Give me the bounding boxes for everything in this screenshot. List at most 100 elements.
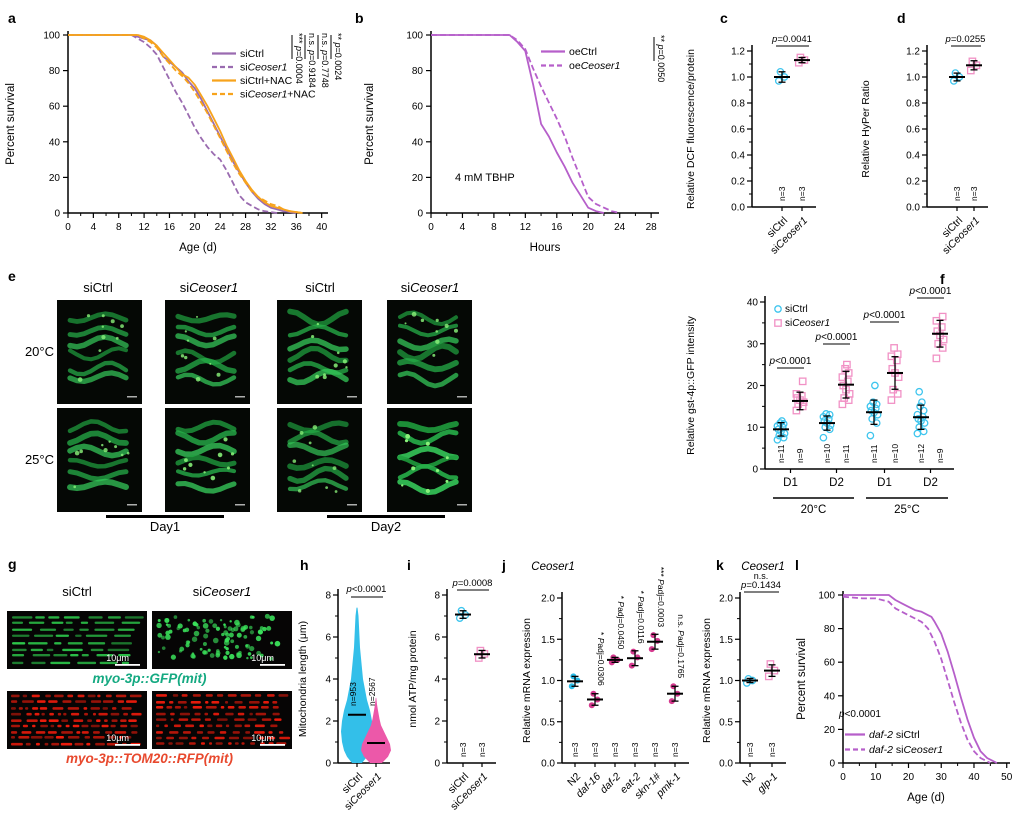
y-tick-label: 1.0 <box>719 676 733 687</box>
p-value: ** p=0.0050 <box>656 35 666 82</box>
mito-tubule <box>70 712 80 716</box>
y-tick-label: 0.2 <box>731 177 745 188</box>
fluorescence-spot <box>184 458 188 463</box>
data-point <box>938 344 947 352</box>
fluorescence-spot <box>212 336 217 341</box>
mito-fragment <box>259 626 264 630</box>
worm-body <box>397 370 459 389</box>
mito-tubule <box>67 694 74 698</box>
fluorescence-spot <box>98 349 102 353</box>
mito-tubule <box>48 700 58 703</box>
micrograph-e-r2c4 <box>387 408 472 512</box>
mito-fragment <box>223 623 226 626</box>
mito-tubule <box>102 700 114 703</box>
mito-tubule <box>39 707 48 710</box>
fluorescence-spot <box>182 467 187 471</box>
data-point <box>915 387 924 396</box>
mito-tubule <box>156 731 163 734</box>
pair-label: D2 <box>829 477 844 489</box>
mito-tubule <box>124 616 144 619</box>
worm-body <box>67 430 129 446</box>
mito-tubule <box>126 700 137 703</box>
data-point <box>893 390 902 398</box>
mito-tubule <box>30 736 43 739</box>
row-label-25c: 25°C <box>24 452 54 467</box>
scale-bar-label: 10μm <box>251 733 274 743</box>
mito-tubule <box>108 736 115 739</box>
mito-tubule <box>215 724 223 728</box>
mito-tubule <box>86 742 91 746</box>
row-label-20c: 20°C <box>24 344 54 359</box>
mito-tubule <box>173 724 181 728</box>
legend-label: siCtrl+NAC <box>240 75 293 87</box>
panel-i-scatter-plot: i02468n=3siCtrln=3siCeoser1p=0.0008nmol … <box>407 557 496 813</box>
mito-tubule <box>75 700 87 703</box>
y-tick-label: 0.0 <box>906 203 920 214</box>
y-axis-label: Percent survival <box>5 83 17 165</box>
legend-label: siCeoser1 <box>785 318 830 329</box>
y-axis-label: nmol ATP/mg protein <box>407 630 419 727</box>
p-stars: n.s. <box>754 571 769 581</box>
mito-tubule <box>31 661 46 665</box>
mito-tubule <box>227 706 235 709</box>
mito-tubule <box>234 742 239 745</box>
fluorescence-spot <box>223 437 228 442</box>
p-value: *** p=0.0004 <box>294 33 304 84</box>
x-tick-label: 8 <box>491 222 497 233</box>
mito-tubule <box>242 736 253 740</box>
mito-tubule <box>57 712 62 716</box>
mito-tubule <box>99 661 118 665</box>
mito-tubule <box>107 616 121 619</box>
fluorescence-spot <box>411 311 417 317</box>
mito-fragment <box>164 617 170 623</box>
mito-fragment <box>249 630 255 635</box>
p-value: n.s. p=0.9184 <box>307 33 317 88</box>
mito-tubule <box>104 719 108 722</box>
mito-tubule <box>39 719 47 722</box>
mito-tubule <box>245 731 251 734</box>
fluorescence-spot <box>311 464 314 467</box>
fluorescence-spot <box>120 324 124 329</box>
mito-tubule <box>178 718 189 721</box>
mito-fragment <box>266 626 272 631</box>
y-tick-label: 8 <box>325 591 331 602</box>
mito-tubule <box>63 616 80 619</box>
mito-tubule <box>18 707 23 710</box>
y-tick-label: 80 <box>49 66 61 77</box>
caption-gfp-mit: myo-3p::GFP(mit) <box>92 671 207 686</box>
p-value: *** Padj=0.0003 <box>656 567 666 628</box>
y-tick-label: 10 <box>747 423 759 434</box>
mito-tubule <box>26 712 32 716</box>
mito-tubule <box>81 654 89 657</box>
scale-bar <box>347 396 357 398</box>
mito-tubule <box>72 724 80 728</box>
worm-body <box>287 429 349 446</box>
data-point <box>774 319 782 327</box>
p-value: p=0.0255 <box>945 34 986 45</box>
x-tick-label: 30 <box>936 772 948 783</box>
mito-tubule <box>129 694 142 698</box>
mito-tubule <box>202 736 210 740</box>
worm-body <box>67 360 129 377</box>
mito-fragment <box>245 643 251 649</box>
data-point <box>843 360 851 369</box>
data-point <box>841 364 849 373</box>
scale-bar <box>260 744 285 746</box>
data-point <box>819 433 828 442</box>
mito-tubule <box>11 712 22 716</box>
mito-tubule <box>12 628 33 631</box>
mito-tubule <box>63 712 67 716</box>
mito-tubule <box>119 736 123 739</box>
mito-tubule <box>279 736 291 740</box>
y-tick-label: 0.0 <box>541 759 555 770</box>
mito-tubule <box>67 736 80 739</box>
legend-label: siCtrl <box>785 304 808 315</box>
mito-tubule <box>156 724 160 728</box>
mito-fragment <box>173 615 178 619</box>
worm-body <box>397 342 459 363</box>
panel-letter: l <box>795 557 799 573</box>
mito-tubule <box>110 712 120 716</box>
mito-tubule <box>191 718 201 721</box>
mito-tubule <box>228 736 240 740</box>
mito-tubule <box>95 742 105 746</box>
